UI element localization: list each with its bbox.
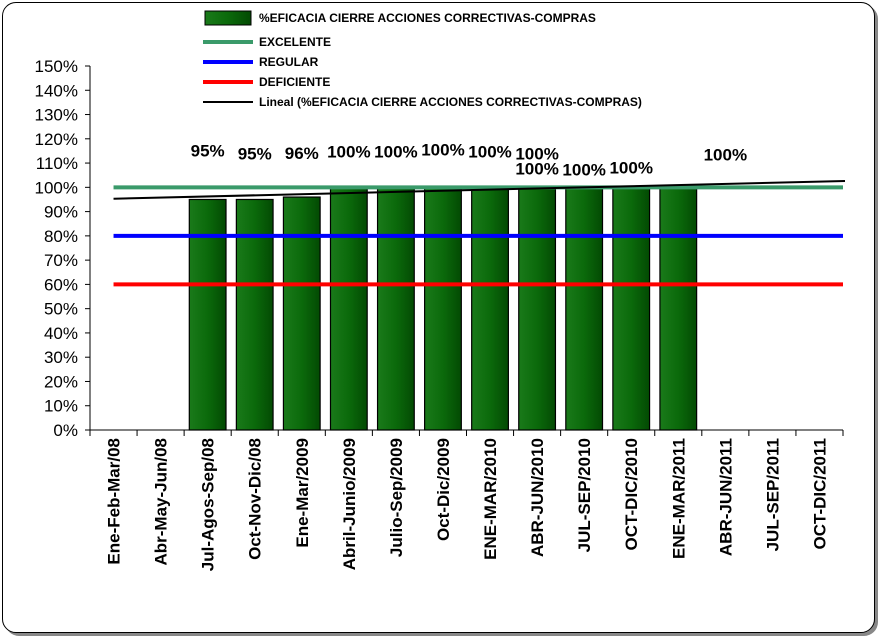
x-category-label: Abril-Junio/2009 — [340, 438, 359, 570]
y-tick-label: 0% — [53, 421, 78, 440]
x-category-label: ABR-JUN/2011 — [716, 438, 735, 556]
bar — [188, 198, 227, 431]
x-category-label: Ene-Feb-Mar/08 — [105, 438, 124, 565]
data-label: 100% — [374, 142, 417, 161]
legend-label: DEFICIENTE — [259, 75, 330, 89]
y-tick-label: 30% — [44, 348, 78, 367]
data-label: 100% — [515, 159, 558, 178]
data-label: 100% — [421, 140, 464, 159]
data-label: 100% — [562, 160, 605, 179]
x-category-label: OCT-DIC/2011 — [810, 438, 829, 550]
y-tick-label: 80% — [44, 227, 78, 246]
data-label: 100% — [609, 158, 652, 177]
y-tick-label: 40% — [44, 324, 78, 343]
x-category-label: Abr-May-Jun/08 — [152, 438, 171, 566]
bar — [565, 186, 604, 431]
x-category-label: Oct-Dic/2009 — [434, 438, 453, 541]
bars — [188, 186, 698, 431]
bar — [376, 186, 415, 431]
x-category-label: Ene-Mar/2009 — [293, 438, 312, 548]
y-tick-label: 10% — [44, 397, 78, 416]
x-category-label: ABR-JUN/2010 — [528, 438, 547, 557]
data-label: 95% — [238, 144, 272, 163]
data-label: 100% — [327, 142, 370, 161]
y-tick-label: 120% — [35, 130, 78, 149]
x-category-label: JUL-SEP/2011 — [763, 438, 782, 551]
y-tick-label: 140% — [35, 81, 78, 100]
legend-label: Lineal (%EFICACIA CIERRE ACCIONES CORREC… — [259, 95, 642, 109]
legend-label: REGULAR — [259, 55, 319, 69]
trendline — [113, 180, 846, 200]
axes: 0% 10% 20% 30% 40% 50% 60% 70% 80% 90% 100% 110% 120… — [35, 57, 844, 571]
y-tick-label: 110% — [36, 154, 78, 173]
reference-lines — [113, 180, 846, 287]
bar — [235, 198, 274, 431]
x-category-label: Oct-Nov-Dic/08 — [246, 438, 265, 560]
y-tick-label: 90% — [44, 203, 78, 222]
data-labels: 95% 95% 96% 100% 100% 100% 100%100% 100% 100%100… — [191, 140, 747, 179]
y-tick-label: 20% — [44, 372, 78, 391]
bar — [471, 186, 509, 431]
bar — [518, 186, 557, 431]
data-label: 95% — [191, 141, 225, 160]
x-category-label: Jul-Agos-Sep/08 — [199, 438, 218, 571]
y-tick-label: 130% — [35, 106, 78, 125]
bar — [329, 186, 368, 431]
bar — [424, 186, 462, 431]
data-label: 100% — [515, 144, 558, 163]
bar — [282, 196, 321, 431]
bar — [612, 186, 651, 431]
x-category-label: ENE-MAR/2011 — [669, 438, 688, 559]
y-tick-label: 100% — [35, 178, 78, 197]
bar — [659, 186, 698, 431]
legend-swatch-bar — [204, 10, 252, 26]
y-tick-label: 150% — [35, 57, 78, 76]
x-category-label: ENE-MAR/2010 — [481, 438, 500, 560]
data-label: 100% — [468, 142, 511, 161]
y-tick-label: 70% — [44, 251, 78, 270]
legend: %EFICACIA CIERRE ACCIONES CORRECTIVAS-CO… — [203, 10, 642, 109]
legend-label: EXCELENTE — [259, 35, 331, 49]
x-category-label: Julio-Sep/2009 — [387, 438, 406, 557]
y-tick-label: 60% — [44, 275, 78, 294]
x-category-label: JUL-SEP/2010 — [575, 438, 594, 552]
y-tick-label: 50% — [44, 300, 78, 319]
data-label: 96% — [285, 144, 319, 163]
x-category-label: OCT-DIC/2010 — [622, 438, 641, 550]
legend-label: %EFICACIA CIERRE ACCIONES CORRECTIVAS-CO… — [259, 11, 596, 25]
data-label: 100% — [704, 145, 747, 164]
